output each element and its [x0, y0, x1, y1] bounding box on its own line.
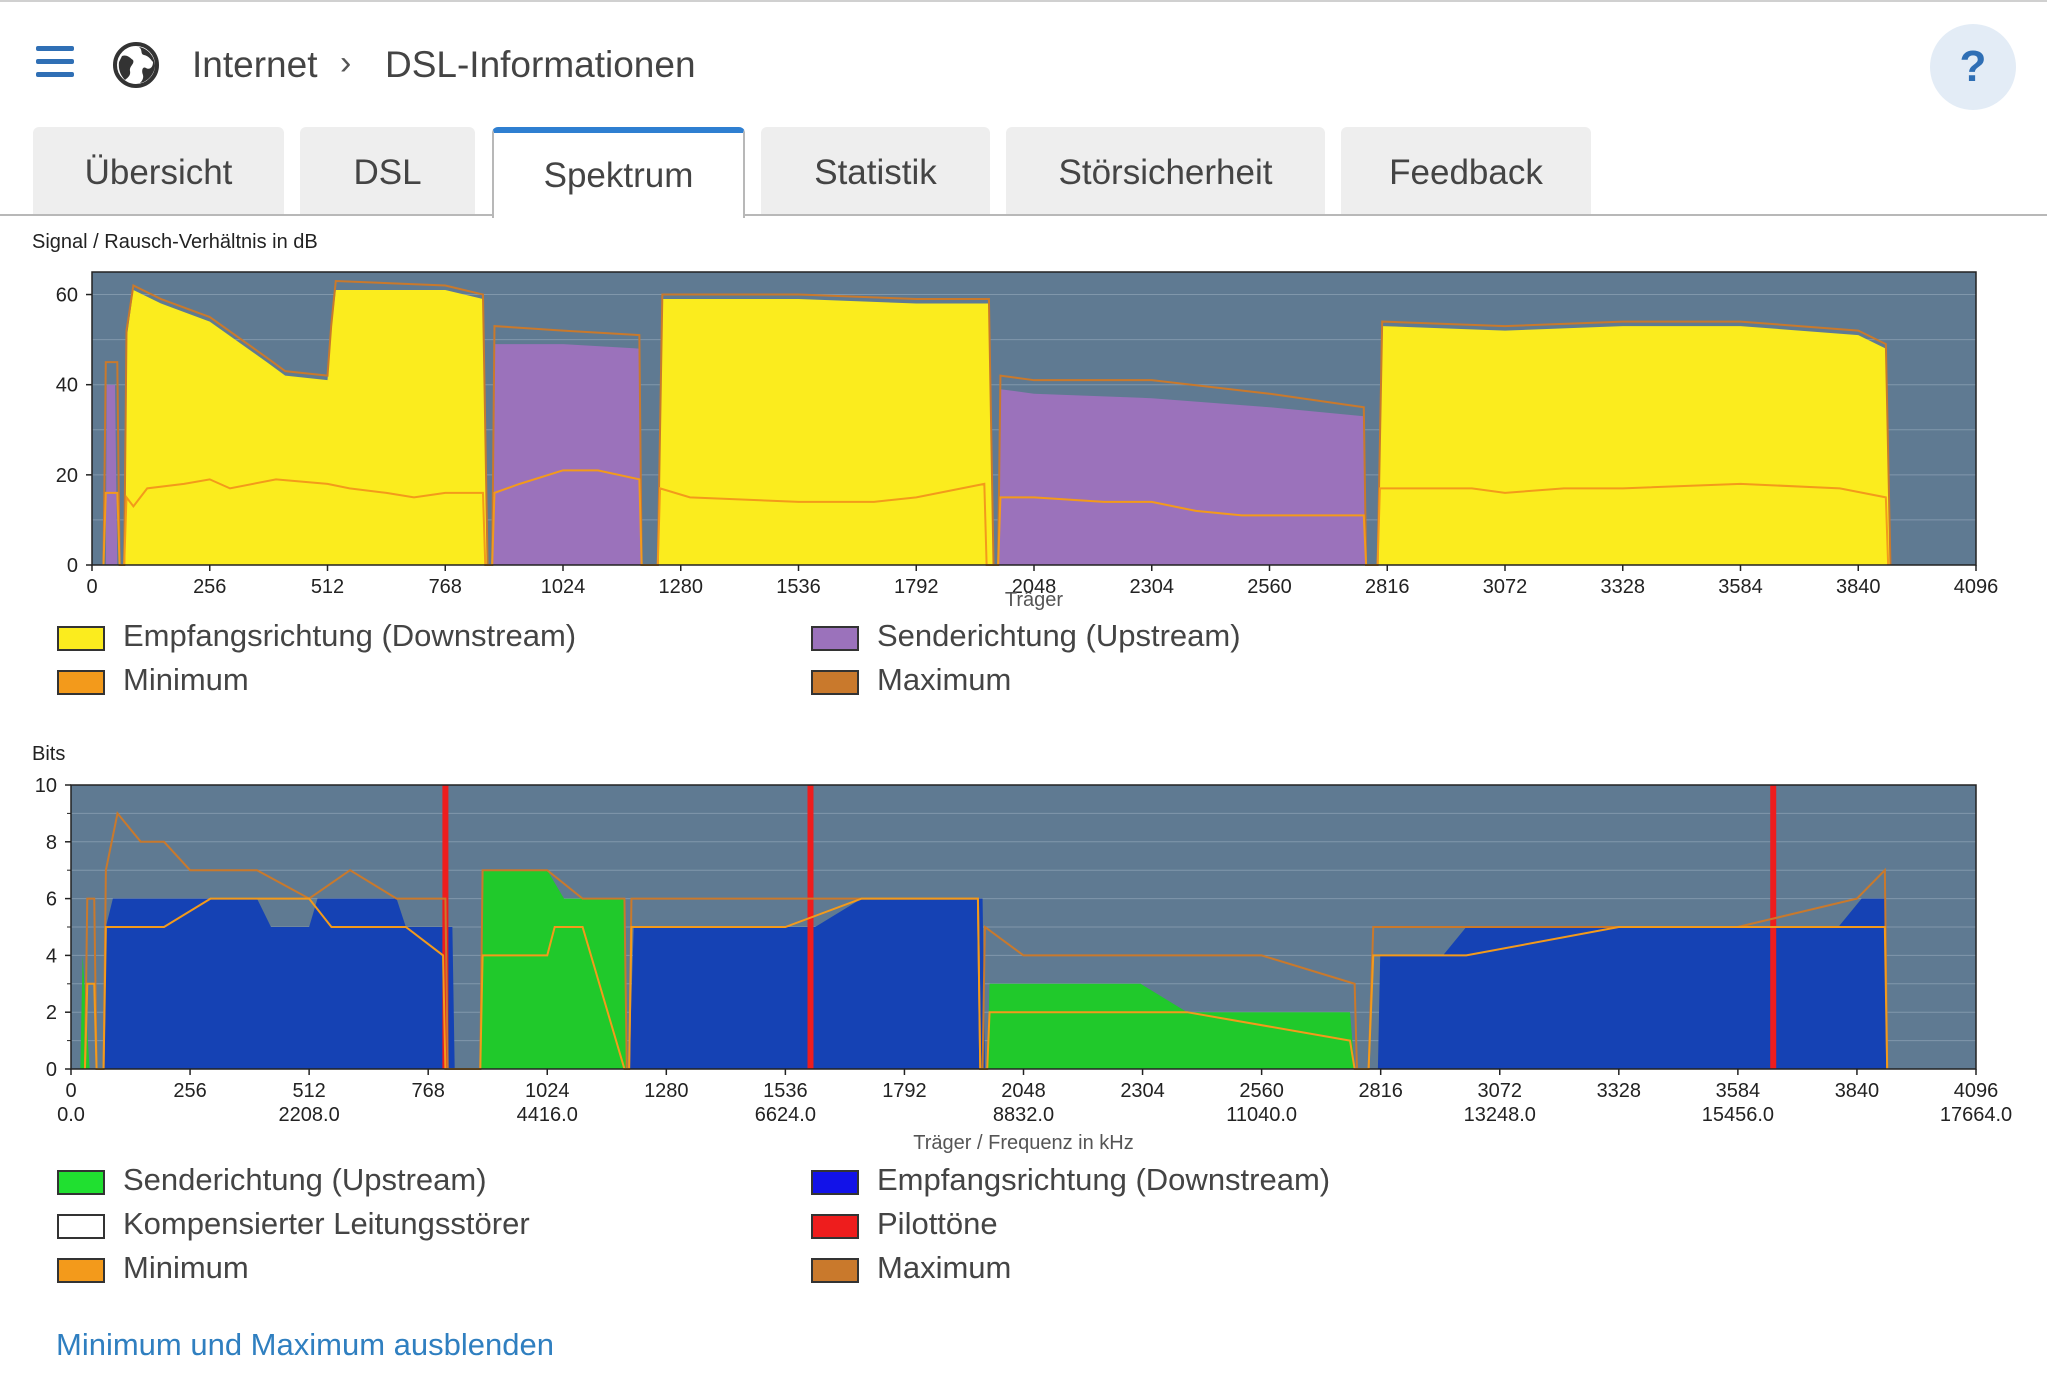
upstream-bits-area [80, 870, 1355, 1069]
x-tick-label: 3072 [1478, 1080, 1523, 1102]
x-freq-label: 15456.0 [1702, 1104, 1774, 1126]
x-tick-label: 2048 [1012, 576, 1057, 598]
y-tick-label: 20 [56, 465, 78, 487]
x-tick-label: 2048 [1001, 1080, 1046, 1102]
legend-label: Empfangsrichtung (Downstream) [877, 1162, 1331, 1197]
tab-dsl[interactable]: DSL [300, 127, 475, 214]
x-tick-label: 0 [86, 576, 97, 598]
breadcrumb-chevron-icon: › [340, 44, 352, 82]
legend-label: Maximum [877, 1250, 1012, 1285]
x-tick-label: 1536 [776, 576, 821, 598]
y-tick-label: 0 [67, 555, 78, 577]
x-tick-label: 4096 [1954, 1080, 1999, 1102]
legend-swatch [811, 626, 859, 651]
hamburger-menu-icon[interactable] [36, 46, 74, 78]
x-tick-label: 256 [173, 1080, 206, 1102]
x-tick-label: 2304 [1130, 576, 1175, 598]
legend-swatch [811, 1214, 859, 1239]
y-tick-label: 0 [46, 1059, 57, 1081]
x-tick-label: 3328 [1601, 576, 1646, 598]
x-tick-label: 256 [193, 576, 226, 598]
y-tick-label: 60 [56, 285, 78, 307]
tab-stoersicherheit[interactable]: Störsicherheit [1006, 127, 1325, 214]
x-tick-label: 3328 [1597, 1080, 1642, 1102]
legend-swatch [57, 626, 105, 651]
x-tick-label: 2560 [1239, 1080, 1284, 1102]
legend-swatch [57, 1214, 105, 1239]
x-freq-label: 6624.0 [755, 1104, 816, 1126]
x-tick-label: 1792 [894, 576, 939, 598]
tab-statistik[interactable]: Statistik [761, 127, 990, 214]
y-tick-label: 8 [46, 832, 57, 854]
legend-swatch [811, 1258, 859, 1283]
tab-bar: Übersicht DSL Spektrum Statistik Störsic… [0, 127, 2047, 218]
header-bar: Internet › DSL-Informationen ? [0, 0, 2047, 130]
legend-swatch [811, 670, 859, 695]
x-axis-label: Träger / Frequenz in kHz [913, 1132, 1133, 1154]
x-freq-label: 17664.0 [1940, 1104, 2012, 1126]
x-tick-label: 0 [65, 1080, 76, 1102]
legend-swatch [57, 1170, 105, 1195]
minimum-snr-line [102, 469, 1890, 566]
x-axis-label: Träger [1005, 589, 1064, 611]
x-tick-label: 1792 [882, 1080, 927, 1102]
snr-chart: 0 20 40 60 0 256 512 768 1024 1280 1536 1792 2048 230… [56, 271, 1999, 611]
downstream-snr-area [124, 290, 1891, 565]
upstream-snr-area [105, 344, 1367, 565]
legend-swatch [57, 1258, 105, 1283]
x-tick-label: 768 [429, 576, 462, 598]
legend-label: Empfangsrichtung (Downstream) [123, 618, 577, 653]
y-tick-label: 6 [46, 889, 57, 911]
legend-label: Minimum [123, 662, 249, 697]
y-tick-label: 10 [35, 775, 57, 797]
tab-uebersicht[interactable]: Übersicht [33, 127, 284, 214]
legend-swatch [811, 1170, 859, 1195]
y-tick-label: 2 [46, 1002, 57, 1024]
x-freq-label: 2208.0 [279, 1104, 340, 1126]
snr-chart-title: Signal / Rausch-Verhältnis in dB [32, 231, 318, 253]
x-tick-label: 3840 [1836, 576, 1881, 598]
x-tick-label: 2304 [1120, 1080, 1165, 1102]
x-tick-label: 768 [412, 1080, 445, 1102]
x-tick-label: 512 [292, 1080, 325, 1102]
toggle-min-max-link[interactable]: Minimum und Maximum ausblenden [56, 1327, 554, 1362]
x-tick-label: 2816 [1358, 1080, 1403, 1102]
x-freq-label: 8832.0 [993, 1104, 1054, 1126]
x-freq-label: 4416.0 [517, 1104, 578, 1126]
x-tick-label: 1024 [541, 576, 586, 598]
x-tick-label: 1280 [659, 576, 704, 598]
y-tick-label: 40 [56, 375, 78, 397]
legend-label: Maximum [877, 662, 1012, 697]
x-tick-label: 3072 [1483, 576, 1528, 598]
x-tick-label: 3584 [1716, 1080, 1761, 1102]
x-tick-label: 512 [311, 576, 344, 598]
x-freq-label: 11040.0 [1226, 1104, 1297, 1126]
x-tick-label: 2560 [1247, 576, 1292, 598]
legend-label: Senderichtung (Upstream) [123, 1162, 487, 1197]
tab-spektrum[interactable]: Spektrum [492, 127, 745, 218]
x-tick-label: 1536 [763, 1080, 808, 1102]
tab-feedback[interactable]: Feedback [1341, 127, 1591, 214]
legend-label: Kompensierter Leitungsstörer [123, 1206, 530, 1241]
downstream-bits-area [103, 898, 1888, 1069]
x-tick-label: 3840 [1835, 1080, 1880, 1102]
x-freq-label: 0.0 [57, 1104, 85, 1126]
x-tick-label: 1280 [644, 1080, 689, 1102]
x-tick-label: 4096 [1954, 576, 1999, 598]
legend-label: Senderichtung (Upstream) [877, 618, 1241, 653]
x-freq-label: 13248.0 [1464, 1104, 1536, 1126]
help-button[interactable]: ? [1930, 24, 2016, 110]
legend-swatch [57, 670, 105, 695]
breadcrumb-dsl-informationen: DSL-Informationen [385, 44, 696, 85]
x-tick-label: 3584 [1718, 576, 1763, 598]
breadcrumb-internet[interactable]: Internet [192, 44, 318, 85]
legend-label: Minimum [123, 1250, 249, 1285]
bits-chart-title: Bits [32, 743, 66, 765]
x-tick-label: 2816 [1365, 576, 1410, 598]
legend-label: Pilottöne [877, 1206, 998, 1241]
globe-icon [113, 42, 159, 88]
x-tick-label: 1024 [525, 1080, 570, 1102]
y-tick-label: 4 [46, 945, 57, 967]
